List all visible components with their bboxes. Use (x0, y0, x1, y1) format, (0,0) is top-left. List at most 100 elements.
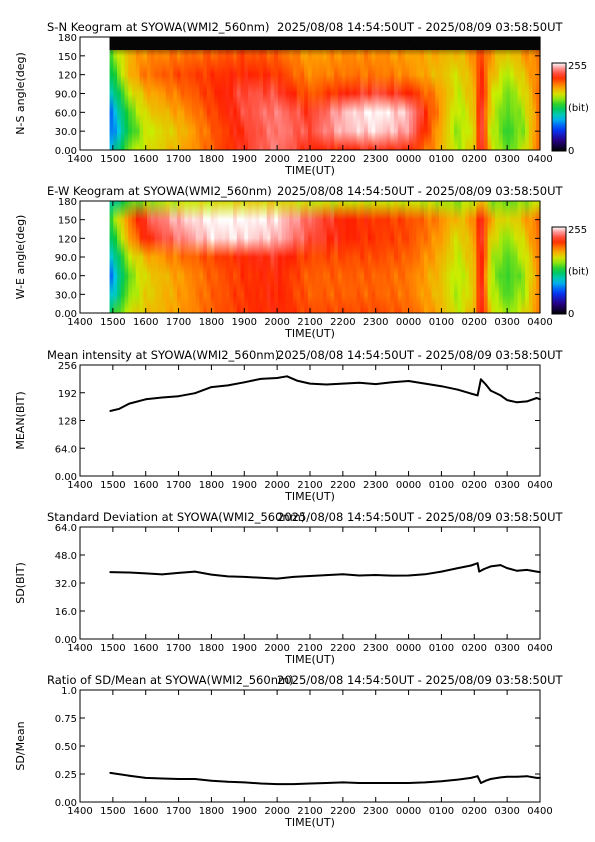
keogram-column (188, 37, 193, 150)
y-tick-label: 30.0 (55, 127, 77, 138)
x-tick-label: 2200 (330, 317, 355, 328)
keogram-column (423, 37, 429, 150)
keogram-column (461, 37, 466, 150)
x-axis-label: TIME(UT) (284, 653, 335, 666)
x-tick-label: 2300 (363, 317, 388, 328)
y-axis-label: SD/Mean (14, 721, 27, 770)
x-tick-label: 1600 (133, 643, 158, 654)
keogram-column (465, 37, 470, 150)
y-tick-label: 48.0 (55, 551, 77, 562)
chart-panel-3: Mean intensity at SYOWA(WMI2_560nm)2025/… (14, 348, 563, 503)
keogram-column (311, 201, 317, 313)
x-tick-label: 0200 (462, 806, 487, 817)
y-tick-label: 90.0 (55, 253, 77, 264)
chart-title: Ratio of SD/Mean at SYOWA(WMI2_560nm) (47, 673, 294, 687)
keogram-column (337, 37, 343, 150)
keogram-column (259, 37, 264, 150)
keogram-column (135, 201, 141, 313)
x-tick-label: 2100 (297, 154, 322, 165)
chart-panel-2: E-W Keogram at SYOWA(WMI2_560nm) 2025/08/… (14, 184, 589, 340)
data-point (424, 573, 426, 576)
keogram-column (199, 201, 204, 313)
data-point (342, 781, 344, 784)
keogram-column (476, 201, 481, 313)
x-tick-label: 1900 (232, 480, 257, 491)
x-tick-label: 0100 (429, 643, 454, 654)
keogram-column (270, 37, 275, 150)
keogram-column (139, 37, 144, 150)
data-point (292, 576, 295, 578)
x-tick-label: 2200 (330, 480, 355, 491)
y-tick-label: 0.00 (55, 798, 77, 809)
keogram-column (322, 37, 328, 150)
x-tick-label: 1500 (100, 480, 125, 491)
keogram-column (307, 37, 313, 150)
keogram-column (199, 37, 204, 150)
x-tick-label: 1700 (166, 806, 191, 817)
keogram-column (364, 37, 369, 150)
data-point (296, 379, 298, 382)
x-tick-label: 1800 (199, 643, 224, 654)
keogram-column (397, 37, 403, 150)
y-tick-label: 0.00 (55, 472, 77, 483)
x-tick-label: 1900 (232, 806, 257, 817)
keogram-column (326, 201, 331, 313)
data-point (128, 774, 131, 777)
data-point (325, 574, 328, 576)
data-point (476, 394, 479, 397)
colorbar (551, 62, 567, 152)
chart-panel-5: Ratio of SD/Mean at SYOWA(WMI2_560nm)202… (14, 673, 563, 829)
x-axis-label: TIME(UT) (284, 327, 335, 340)
data-point (358, 574, 361, 577)
x-tick-label: 1700 (166, 154, 191, 165)
keogram-column (330, 37, 335, 150)
keogram-column (109, 201, 114, 313)
keogram-column (334, 201, 339, 313)
y-tick-label: 0.50 (55, 742, 77, 753)
keogram-column (330, 201, 335, 313)
keogram-column (472, 37, 477, 150)
keogram-column (521, 37, 526, 150)
keogram-column (225, 37, 230, 150)
keogram-column (487, 37, 492, 150)
keogram-column (255, 201, 260, 313)
data-point (506, 567, 508, 569)
x-tick-label: 2000 (264, 806, 289, 817)
data-point (109, 410, 112, 412)
data-point (499, 564, 502, 566)
data-point (227, 575, 229, 578)
keogram-column (510, 201, 515, 313)
keogram-column (397, 201, 403, 313)
data-point (470, 564, 472, 567)
keogram-column (502, 201, 507, 313)
data-point (309, 382, 311, 385)
keogram-column (468, 37, 474, 150)
x-tick-label: 1900 (232, 154, 257, 165)
x-tick-label: 0300 (494, 317, 519, 328)
keogram-column (203, 201, 208, 313)
x-tick-label: 0400 (527, 154, 552, 165)
keogram-column (438, 201, 444, 313)
keogram-column (356, 201, 361, 313)
data-point (144, 777, 147, 779)
keogram-column (487, 201, 492, 313)
keogram-column (195, 37, 200, 150)
data-point (535, 397, 538, 399)
x-tick-label: 2300 (363, 806, 388, 817)
keogram-column (180, 201, 186, 313)
keogram-column (390, 37, 395, 150)
keogram-column (457, 37, 462, 150)
keogram-column (427, 201, 433, 313)
chart-period: 2025/08/08 14:54:50UT - 2025/08/09 03:58… (277, 348, 563, 362)
y-tick-label: 16.0 (55, 607, 77, 618)
keogram-column (281, 201, 287, 313)
keogram-column (296, 37, 302, 150)
keogram-column (221, 201, 227, 313)
colorbar-unit-label: (bit) (568, 103, 589, 114)
data-point (161, 777, 164, 780)
y-tick-label: 0.25 (55, 770, 77, 781)
data-point (161, 396, 164, 399)
x-tick-label: 0300 (494, 806, 519, 817)
keogram-column (251, 37, 257, 150)
